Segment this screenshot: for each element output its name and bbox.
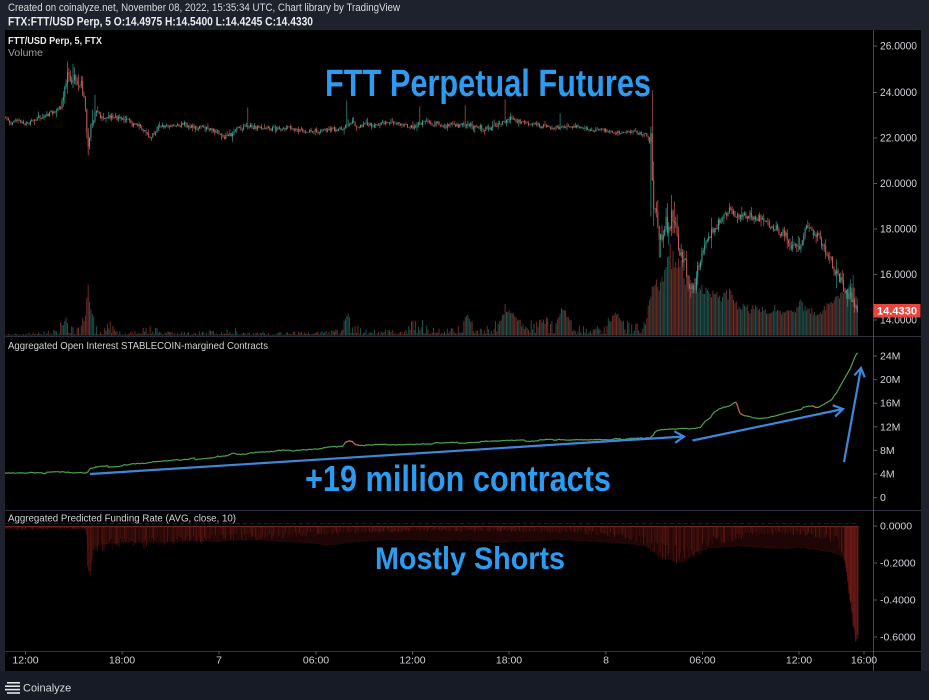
svg-text:16.0000: 16.0000 bbox=[880, 269, 917, 281]
svg-text:FTT/USD Perp, 5, FTX: FTT/USD Perp, 5, FTX bbox=[8, 35, 102, 47]
svg-text:24M: 24M bbox=[880, 351, 900, 363]
svg-text:06:00: 06:00 bbox=[689, 655, 715, 667]
svg-text:FTT Perpetual Futures: FTT Perpetual Futures bbox=[325, 63, 651, 105]
svg-text:16M: 16M bbox=[880, 398, 900, 410]
svg-text:Created on coinalyze.net, Nove: Created on coinalyze.net, November 08, 2… bbox=[8, 2, 400, 14]
svg-text:20.0000: 20.0000 bbox=[880, 178, 917, 190]
svg-text:12M: 12M bbox=[880, 421, 900, 433]
svg-text:+19 million contracts: +19 million contracts bbox=[305, 458, 611, 499]
svg-text:24.0000: 24.0000 bbox=[880, 87, 917, 99]
svg-text:18.0000: 18.0000 bbox=[880, 224, 917, 236]
svg-text:06:00: 06:00 bbox=[303, 655, 329, 667]
svg-text:18:00: 18:00 bbox=[109, 655, 135, 667]
svg-text:8M: 8M bbox=[880, 445, 895, 457]
svg-text:18:00: 18:00 bbox=[496, 655, 522, 667]
svg-text:-0.6000: -0.6000 bbox=[880, 632, 916, 644]
svg-text:12:00: 12:00 bbox=[786, 655, 812, 667]
svg-text:Aggregated Open Interest STABL: Aggregated Open Interest STABLECOIN-marg… bbox=[8, 340, 268, 352]
svg-text:-0.4000: -0.4000 bbox=[880, 595, 916, 607]
svg-text:Aggregated Predicted Funding R: Aggregated Predicted Funding Rate (AVG, … bbox=[8, 513, 236, 525]
svg-text:Coinalyze: Coinalyze bbox=[23, 683, 71, 695]
svg-text:12:00: 12:00 bbox=[12, 655, 38, 667]
svg-text:26.0000: 26.0000 bbox=[880, 41, 917, 53]
svg-text:FTX:FTT/USD Perp, 5 O:14.4975: FTX:FTT/USD Perp, 5 O:14.4975 H:14.5400 … bbox=[8, 17, 313, 29]
svg-text:20M: 20M bbox=[880, 374, 900, 386]
svg-text:7: 7 bbox=[216, 655, 222, 667]
svg-text:Volume: Volume bbox=[8, 47, 43, 59]
svg-text:16:00: 16:00 bbox=[851, 655, 877, 667]
svg-text:4M: 4M bbox=[880, 469, 895, 481]
svg-text:12:00: 12:00 bbox=[399, 655, 425, 667]
svg-text:22.0000: 22.0000 bbox=[880, 133, 917, 145]
svg-text:Mostly Shorts: Mostly Shorts bbox=[375, 540, 565, 576]
svg-text:0.0000: 0.0000 bbox=[880, 521, 912, 533]
svg-text:-0.2000: -0.2000 bbox=[880, 558, 916, 570]
svg-text:0: 0 bbox=[880, 492, 886, 504]
svg-text:14.4330: 14.4330 bbox=[877, 305, 917, 317]
svg-text:8: 8 bbox=[603, 655, 609, 667]
